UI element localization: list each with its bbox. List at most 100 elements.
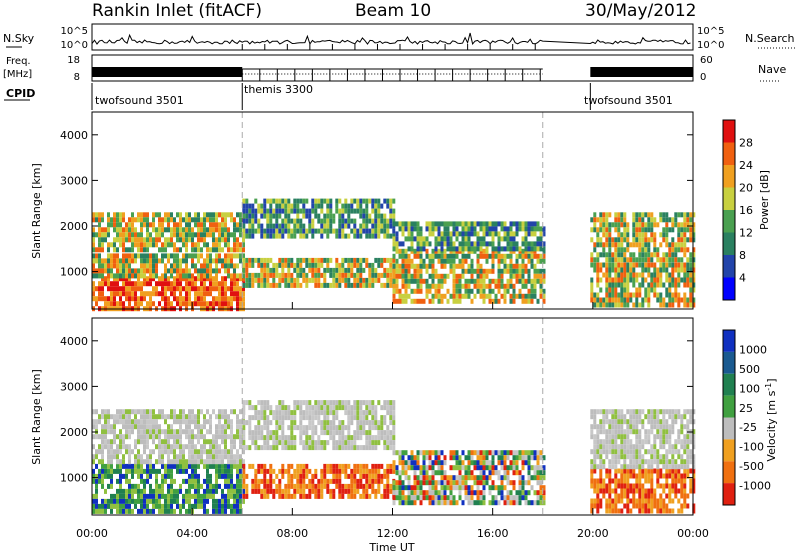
- heatmap-cell: [413, 460, 417, 466]
- heatmap-cell: [446, 226, 450, 232]
- heatmap-cell: [608, 232, 612, 238]
- heatmap-cell: [368, 198, 372, 204]
- heatmap-cell: [449, 236, 453, 242]
- heatmap-cell: [341, 483, 345, 489]
- heatmap-cell: [212, 222, 215, 228]
- colorbar-tick-label: 24: [739, 159, 753, 172]
- heatmap-cell: [506, 283, 510, 289]
- heatmap-cell: [155, 253, 158, 259]
- heatmap-cell: [428, 226, 432, 232]
- heatmap-cell: [329, 430, 333, 436]
- heatmap-cell: [197, 429, 200, 435]
- heatmap-cell: [206, 268, 209, 274]
- heatmap-cell: [278, 213, 282, 219]
- heatmap-cell: [296, 277, 300, 283]
- heatmap-cell: [161, 258, 164, 264]
- heatmap-cell: [173, 217, 176, 223]
- heatmap-cell: [380, 272, 384, 278]
- heatmap-cell: [197, 276, 200, 282]
- heatmap-cell: [197, 414, 200, 420]
- heatmap-cell: [167, 242, 170, 248]
- heatmap-cell: [335, 478, 339, 484]
- heatmap-cell: [671, 297, 675, 303]
- heatmap-cell: [359, 400, 363, 406]
- heatmap-cell: [293, 223, 297, 229]
- cpid-label: CPID: [6, 87, 35, 100]
- heatmap-cell: [509, 253, 513, 259]
- heatmap-cell: [362, 430, 366, 436]
- heatmap-cell: [506, 253, 510, 259]
- heatmap-cell: [374, 203, 378, 209]
- heatmap-cell: [140, 459, 143, 465]
- heatmap-cell: [386, 488, 390, 494]
- heatmap-cell: [524, 236, 528, 242]
- heatmap-cell: [683, 468, 687, 474]
- heatmap-cell: [434, 460, 438, 466]
- heatmap-cell: [200, 217, 203, 223]
- heatmap-cell: [692, 237, 696, 243]
- heatmap-cell: [401, 221, 405, 227]
- heatmap-cell: [278, 203, 282, 209]
- heatmap-cell: [230, 247, 233, 253]
- heatmap-cell: [608, 267, 612, 273]
- nave-tick-top: 60: [700, 55, 713, 66]
- heatmap-cell: [236, 419, 239, 425]
- heatmap-cell: [536, 490, 540, 496]
- heatmap-cell: [380, 425, 384, 431]
- heatmap-cell: [188, 253, 191, 259]
- heatmap-cell: [167, 454, 170, 460]
- heatmap-cell: [404, 248, 408, 254]
- heatmap-cell: [482, 475, 486, 481]
- heatmap-cell: [161, 286, 164, 292]
- heatmap-cell: [128, 409, 131, 415]
- heatmap-cell: [356, 203, 360, 209]
- power-heatmap: [92, 112, 696, 312]
- heatmap-cell: [374, 488, 378, 494]
- heatmap-cell: [194, 478, 197, 484]
- heatmap-cell: [185, 276, 188, 282]
- heatmap-cell: [179, 463, 182, 469]
- heatmap-cell: [599, 449, 603, 455]
- heatmap-cell: [449, 246, 453, 252]
- heatmap-cell: [377, 277, 381, 283]
- heatmap-cell: [269, 488, 273, 494]
- heatmap-cell: [95, 253, 98, 259]
- heatmap-cell: [614, 454, 618, 460]
- heatmap-cell: [284, 272, 288, 278]
- heatmap-cell: [125, 281, 128, 287]
- heatmap-cell: [314, 488, 318, 494]
- heatmap-cell: [257, 410, 261, 416]
- heatmap-cell: [209, 281, 212, 287]
- heatmap-cell: [272, 410, 276, 416]
- heatmap-cell: [653, 222, 657, 228]
- heatmap-cell: [539, 470, 543, 476]
- heatmap-cell: [641, 473, 645, 479]
- heatmap-cell: [341, 445, 345, 451]
- heatmap-cell: [683, 488, 687, 494]
- heatmap-cell: [218, 222, 221, 228]
- heatmap-cell: [680, 247, 684, 253]
- heatmap-cell: [110, 222, 113, 228]
- heatmap-cell: [110, 503, 113, 509]
- heatmap-cell: [218, 468, 221, 474]
- heatmap-cell: [179, 488, 182, 494]
- heatmap-cell: [137, 483, 140, 489]
- heatmap-cell: [479, 283, 483, 289]
- heatmap-cell: [503, 263, 507, 269]
- heatmap-cell: [386, 218, 390, 224]
- heatmap-cell: [422, 465, 426, 471]
- heatmap-cell: [128, 424, 131, 430]
- heatmap-cell: [623, 297, 627, 303]
- heatmap-cell: [476, 246, 480, 252]
- heatmap-cell: [269, 223, 273, 229]
- heatmap-cell: [404, 278, 408, 284]
- heatmap-cell: [197, 227, 200, 233]
- heatmap-cell: [110, 493, 113, 499]
- heatmap-cell: [632, 242, 636, 248]
- heatmap-cell: [275, 233, 279, 239]
- heatmap-cell: [608, 419, 612, 425]
- heatmap-cell: [338, 425, 342, 431]
- heatmap-cell: [473, 460, 477, 466]
- heatmap-cell: [197, 222, 200, 228]
- heatmap-cell: [239, 212, 242, 218]
